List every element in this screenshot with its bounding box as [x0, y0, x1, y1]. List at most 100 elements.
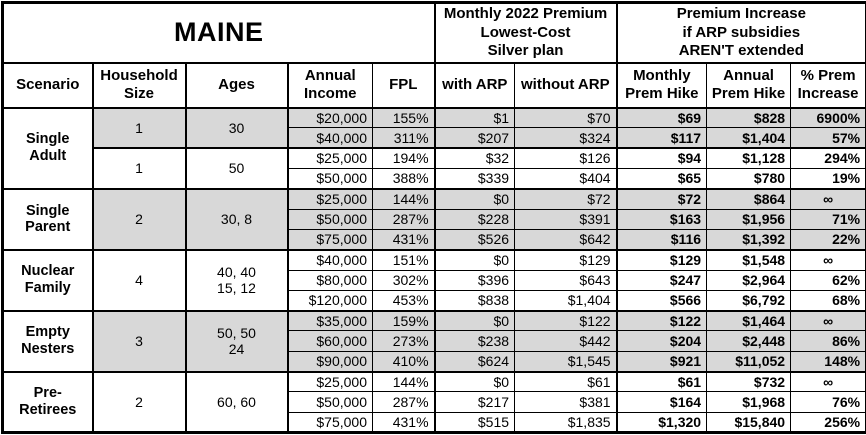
ages-cell: 30, 8	[184, 187, 288, 251]
annual-income-cell: $75,000	[286, 411, 373, 434]
table-row: Nuclear Family 4 40, 40 15, 12 $40,000 151% $…	[2, 248, 866, 312]
with-arp-cell: $0	[433, 248, 516, 271]
without-arp-cell: $61	[514, 370, 618, 393]
section-header-row: MAINE Monthly 2022 Premium Lowest-Cost S…	[1, 2, 866, 64]
table-row: Single Adult 1 30 $20,000 155% $1 $70 $69 $828 69…	[2, 106, 866, 190]
table-row: $50,000 287% $217 $381 $164 $1,968 76%	[3, 391, 866, 413]
annual-income-cell: $50,000	[286, 167, 373, 190]
without-arp-cell: $404	[514, 167, 618, 190]
fpl-cell: 311%	[371, 127, 436, 149]
with-arp-cell: $228	[433, 208, 516, 230]
monthly-hike-cell: $1,320	[615, 411, 708, 434]
with-arp-cell: $238	[433, 330, 516, 352]
with-arp-cell: $0	[433, 370, 516, 393]
annual-hike-cell: $1,128	[706, 147, 792, 169]
pct-increase-cell: ∞	[790, 309, 866, 332]
ages-cell: 60, 60	[184, 370, 288, 433]
pct-increase-cell: 6900%	[790, 106, 866, 129]
pct-increase-cell: ∞	[790, 370, 866, 393]
pct-increase-cell: 19%	[790, 167, 866, 190]
annual-income-cell: $50,000	[286, 391, 373, 413]
with-arp-cell: $32	[433, 147, 516, 169]
with-arp-cell: $515	[433, 411, 516, 434]
without-arp-cell: $642	[514, 228, 618, 251]
with-arp-cell: $339	[433, 167, 516, 190]
pct-increase-cell: 71%	[790, 208, 866, 230]
scenario-cell: Single Parent	[2, 187, 93, 251]
without-arp-cell: $126	[514, 147, 618, 169]
table-row: $40,000 311% $207 $324 $117 $1,404 57%	[3, 127, 866, 149]
column-header-scenario: Scenario	[2, 62, 93, 109]
annual-hike-cell: $1,968	[706, 391, 792, 413]
fpl-cell: 194%	[371, 147, 436, 169]
annual-hike-cell: $780	[706, 167, 792, 190]
household-size-cell: 1	[91, 147, 186, 190]
annual-hike-cell: $2,964	[706, 269, 792, 291]
pct-increase-cell: ∞	[790, 248, 866, 271]
with-arp-cell: $0	[433, 187, 516, 210]
fpl-cell: 159%	[371, 309, 436, 332]
monthly-hike-cell: $247	[615, 269, 708, 291]
pct-increase-cell: 22%	[790, 228, 866, 251]
pct-increase-cell: 294%	[790, 147, 866, 169]
household-size-cell: 2	[91, 370, 186, 433]
fpl-cell: 302%	[371, 269, 436, 291]
column-header-row: Scenario Household Size Ages Annual Inco…	[2, 62, 866, 109]
fpl-cell: 388%	[371, 167, 436, 190]
monthly-hike-cell: $921	[615, 350, 708, 373]
table-body: Single Adult 1 30 $20,000 155% $1 $70 $69 $828 69…	[2, 106, 866, 434]
fpl-cell: 155%	[371, 106, 436, 129]
monthly-hike-cell: $61	[615, 370, 708, 393]
without-arp-cell: $324	[514, 127, 618, 149]
column-header-with-arp: with ARP	[433, 62, 516, 109]
section-header-monthly-premium: Monthly 2022 Premium Lowest-Cost Silver …	[434, 2, 618, 64]
pct-increase-cell: 86%	[790, 330, 866, 352]
without-arp-cell: $72	[514, 187, 618, 210]
fpl-cell: 144%	[371, 187, 436, 210]
ages-cell: 30	[184, 106, 288, 149]
annual-income-cell: $25,000	[286, 147, 373, 169]
ages-cell: 50, 50 24	[184, 309, 288, 373]
pct-increase-cell: 68%	[790, 289, 866, 312]
column-header-household-size: Household Size	[91, 62, 186, 109]
annual-hike-cell: $1,464	[706, 309, 792, 332]
fpl-cell: 151%	[371, 248, 436, 271]
monthly-hike-cell: $65	[615, 167, 708, 190]
annual-hike-cell: $1,548	[706, 248, 792, 271]
table-row: $50,000 287% $228 $391 $163 $1,956 71%	[3, 208, 866, 230]
monthly-hike-cell: $69	[615, 106, 708, 129]
pct-increase-cell: ∞	[790, 187, 866, 210]
monthly-hike-cell: $122	[615, 309, 708, 332]
with-arp-cell: $0	[433, 309, 516, 332]
table-row: $60,000 273% $238 $442 $204 $2,448 86%	[3, 330, 866, 352]
annual-income-cell: $80,000	[286, 269, 373, 291]
ages-cell: 40, 40 15, 12	[184, 248, 288, 312]
pct-increase-cell: 76%	[790, 391, 866, 413]
section-header-premium-increase: Premium Increase if ARP subsidies AREN'T…	[616, 2, 866, 64]
annual-hike-cell: $1,404	[706, 127, 792, 149]
table-row: 1 50 $25,000 194% $32 $126 $94 $1,128 294%	[3, 147, 866, 190]
without-arp-cell: $70	[514, 106, 618, 129]
table-row: Pre- Retirees 2 60, 60 $25,000 144% $0 $61 $61 $…	[2, 370, 866, 433]
monthly-hike-cell: $117	[615, 127, 708, 149]
monthly-hike-cell: $129	[615, 248, 708, 271]
without-arp-cell: $1,835	[514, 411, 618, 434]
annual-income-cell: $90,000	[286, 350, 373, 373]
without-arp-cell: $643	[514, 269, 618, 291]
monthly-hike-cell: $164	[615, 391, 708, 413]
without-arp-cell: $1,545	[514, 350, 618, 373]
without-arp-cell: $442	[514, 330, 618, 352]
pct-increase-cell: 62%	[790, 269, 866, 291]
scenario-cell: Empty Nesters	[2, 309, 93, 373]
annual-hike-cell: $15,840	[706, 411, 792, 434]
household-size-cell: 3	[91, 309, 186, 373]
scenario-cell: Pre- Retirees	[2, 370, 93, 433]
annual-income-cell: $120,000	[286, 289, 373, 312]
annual-hike-cell: $732	[706, 370, 792, 393]
table-row: $90,000 410% $624 $1,545 $921 $11,052 148%	[3, 350, 866, 373]
state-title: MAINE	[1, 2, 436, 64]
without-arp-cell: $129	[514, 248, 618, 271]
fpl-cell: 410%	[371, 350, 436, 373]
with-arp-cell: $838	[433, 289, 516, 312]
annual-income-cell: $60,000	[286, 330, 373, 352]
